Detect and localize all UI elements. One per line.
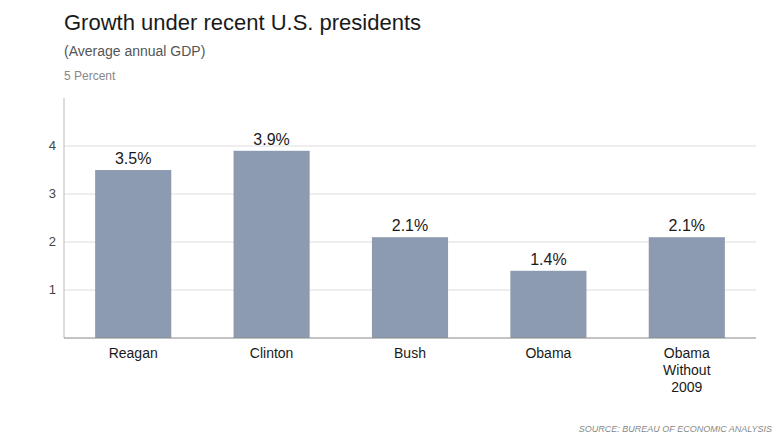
data-label: 2.1% (392, 217, 428, 234)
bar (234, 151, 310, 338)
chart: Growth under recent U.S. presidents (Aver… (0, 0, 780, 438)
data-label: 1.4% (530, 251, 566, 268)
subtitle: (Average annual GDP) (64, 43, 205, 59)
x-axis-line (64, 338, 756, 339)
bar (372, 237, 448, 338)
title: Growth under recent U.S. presidents (64, 10, 421, 35)
bar (649, 237, 725, 338)
y-axis-line (64, 98, 65, 338)
data-label: 3.9% (253, 131, 289, 148)
y-tick-label: 3 (49, 186, 56, 201)
y-tick-label: 1 (49, 282, 56, 297)
bar (95, 170, 171, 338)
x-tick-label: Bush (394, 345, 426, 361)
data-label: 3.5% (115, 150, 151, 167)
x-tick-label: ObamaWithout2009 (663, 345, 711, 395)
y-tick-label: 4 (49, 138, 56, 153)
x-tick-label: Obama (525, 345, 571, 361)
x-tick-label: Reagan (109, 345, 158, 361)
bar (510, 271, 586, 338)
bars (95, 151, 725, 338)
y-tick-label: 2 (49, 234, 56, 249)
x-tick-label: Clinton (250, 345, 294, 361)
source: SOURCE: BUREAU OF ECONOMIC ANALYSIS (579, 424, 772, 434)
y-axis-label: 5 Percent (64, 69, 116, 83)
data-label: 2.1% (669, 217, 705, 234)
grid-line (64, 146, 756, 147)
